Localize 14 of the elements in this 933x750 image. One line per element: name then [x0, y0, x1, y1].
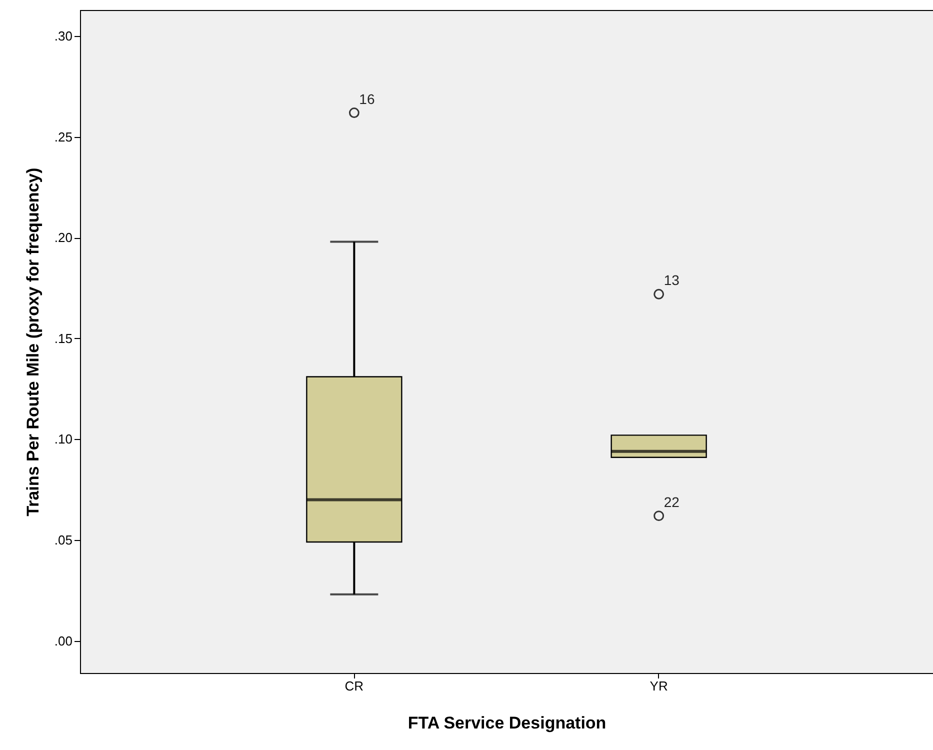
y-tick-label: .05: [54, 532, 72, 548]
y-tick-label: .00: [54, 633, 72, 648]
x-tick-label: YR: [650, 678, 668, 694]
annotation: 13: [664, 272, 680, 288]
y-tick-label: .30: [54, 28, 72, 44]
y-tick-label: .20: [54, 230, 72, 246]
y-axis-title: Trains Per Route Mile (proxy for frequency): [23, 168, 42, 516]
y-tick-label: .15: [54, 330, 72, 346]
y-tick-label: .25: [54, 129, 72, 144]
x-tick-label: CR: [344, 678, 364, 694]
annotation: 16: [359, 90, 375, 107]
y-tick-label: .10: [54, 432, 72, 447]
annotation: 22: [664, 494, 680, 510]
x-axis-title: FTA Service Designation: [408, 714, 606, 732]
